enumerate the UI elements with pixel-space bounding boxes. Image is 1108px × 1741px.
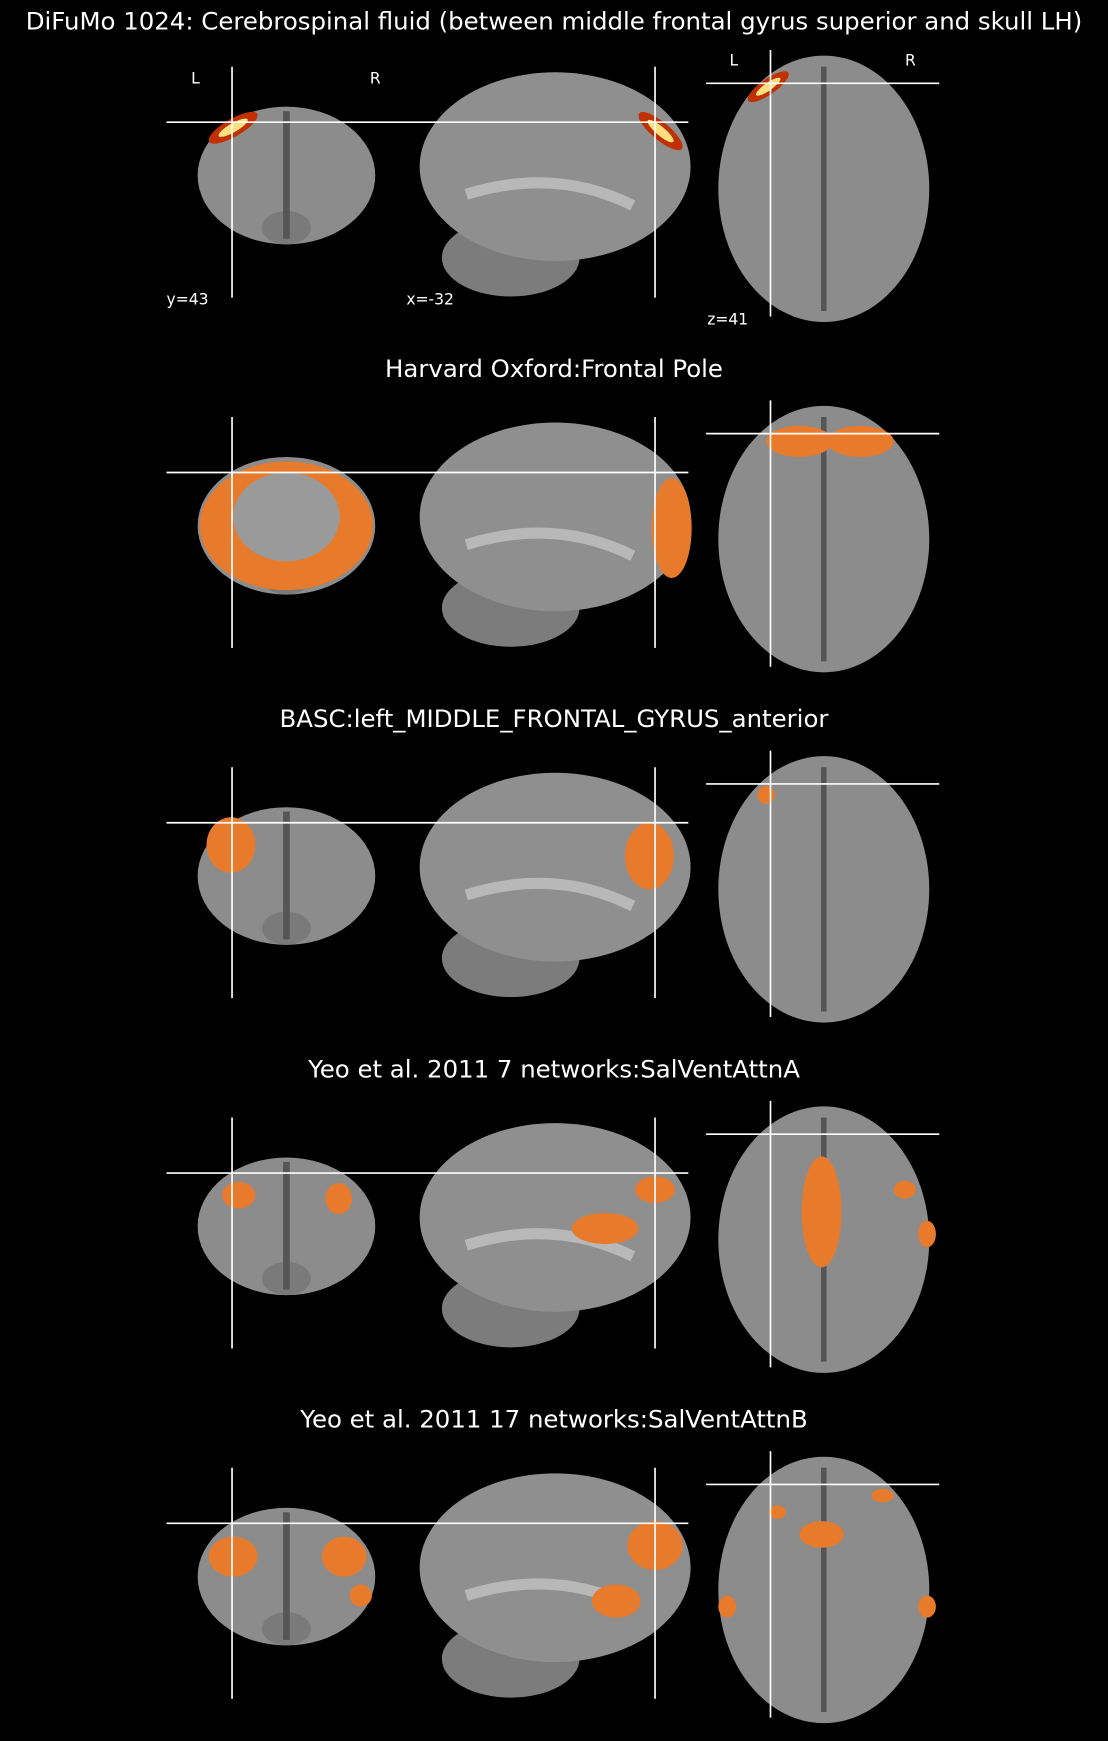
atlas-region [827,425,894,457]
left-label: L [191,69,200,87]
sagittal-slice [419,1123,691,1312]
atlas-region [625,822,674,890]
right-label: R [905,52,916,70]
axial-coordinate: z=41 [707,310,748,328]
atlas-title: Harvard Oxford:Frontal Pole [385,354,723,383]
atlas-region [918,1595,936,1618]
atlas-region [222,1181,256,1209]
atlas-title: Yeo et al. 2011 17 networks:SalVentAttnB [299,1405,807,1434]
activation-peak [218,118,248,137]
atlas-region [651,478,692,578]
atlas-region [799,1521,844,1548]
figure-title: DiFuMo 1024: Cerebrospinal fluid (betwee… [26,6,1083,35]
atlas-region [208,1536,258,1577]
right-label: R [370,69,381,87]
sagittal-slice [419,772,691,962]
atlas-region [718,1595,737,1618]
atlas-title: BASC:left_MIDDLE_FRONTAL_GYRUS_anterior [280,704,830,733]
atlas-region [801,1156,842,1268]
atlas-region [321,1536,367,1577]
sagittal-sulcus [464,527,636,561]
atlas-region [233,472,340,562]
coronal-coordinate: y=43 [167,290,209,308]
atlas-region [768,1505,787,1519]
atlas-region [206,817,256,873]
atlas-region [325,1183,352,1215]
sagittal-sulcus [464,177,636,211]
left-label: L [730,52,739,70]
sagittal-sulcus [464,877,636,911]
atlas-region [871,1488,894,1503]
atlas-region [757,786,775,804]
atlas-region [893,1180,916,1199]
sagittal-coordinate: x=-32 [406,290,454,308]
atlas-region [918,1220,936,1248]
activation-peak [756,77,781,96]
atlas-region [571,1213,639,1245]
sagittal-slice [419,422,691,612]
atlas-region [349,1584,372,1607]
atlas-region [766,425,833,457]
sagittal-slice [419,72,691,261]
sagittal-sulcus [464,1228,636,1262]
atlas-region [591,1584,641,1618]
atlas-title: Yeo et al. 2011 7 networks:SalVentAttnA [307,1054,800,1083]
activation-peak [647,119,674,143]
